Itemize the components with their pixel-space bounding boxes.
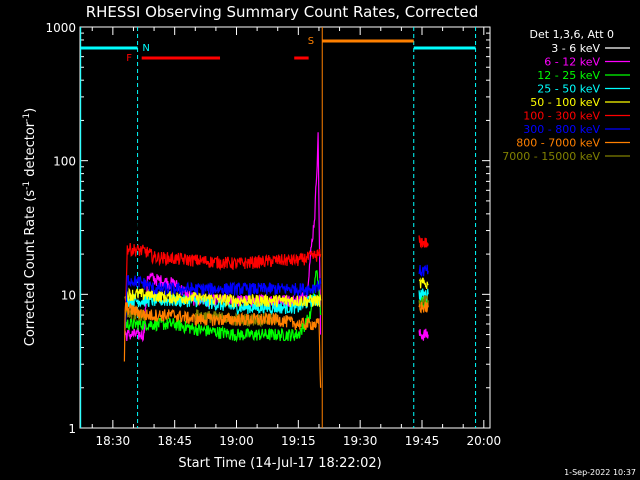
y-axis-title-mid: detector xyxy=(23,121,38,181)
legend-label-4: 50 - 100 keV xyxy=(530,96,600,109)
chart-title: RHESSI Observing Summary Count Rates, Co… xyxy=(86,3,479,21)
x-tick-label-6: 20:00 xyxy=(467,434,502,448)
series-7-segment-1 xyxy=(418,301,429,314)
footer-date: 1-Sep-2022 10:37 xyxy=(564,468,636,477)
series-5-segment-1 xyxy=(418,235,429,249)
series-0-segment-1 xyxy=(418,217,429,235)
series-7-segment-0 xyxy=(123,302,322,388)
annotation-label-1: F xyxy=(126,53,132,64)
legend-label-0: 3 - 6 keV xyxy=(551,42,600,55)
series-1-segment-1 xyxy=(418,328,429,341)
y-axis-title-end: ) xyxy=(23,108,38,113)
y-axis-title-sup2: -1 xyxy=(22,113,32,122)
x-tick-label-0: 18:30 xyxy=(96,434,131,448)
axes-group: 18:30 18:45 19:00 19:15 19:30 19:45 20:00 1 10 10… xyxy=(45,21,501,448)
y-axis-title-main: Corrected Count Rate (s xyxy=(23,190,38,347)
series-5-segment-0 xyxy=(124,242,322,312)
x-tick-label-1: 18:45 xyxy=(157,434,192,448)
series-5 xyxy=(124,235,429,312)
series-4 xyxy=(124,277,429,308)
series-8-segment-0 xyxy=(124,308,147,322)
annotation-label-0: N xyxy=(142,43,149,54)
x-tick-label-3: 19:15 xyxy=(281,434,316,448)
y-axis-title-sup1: -1 xyxy=(22,181,32,190)
annotations-group: NF S xyxy=(80,27,477,428)
legend-label-1: 6 - 12 keV xyxy=(544,56,600,69)
series-6-segment-1 xyxy=(418,264,429,277)
x-tick-label-4: 19:30 xyxy=(343,434,378,448)
series-2-segment-0 xyxy=(124,270,322,343)
x-tick-label-5: 19:45 xyxy=(405,434,440,448)
series-7 xyxy=(123,301,429,388)
legend-header: Det 1,3,6, Att 0 xyxy=(530,28,614,41)
series-0-segment-0 xyxy=(124,161,322,335)
x-axis-title: Start Time (14-Jul-17 18:22:02) xyxy=(178,456,381,471)
y-tick-label-3: 1000 xyxy=(45,21,76,35)
x-tick-label-2: 19:00 xyxy=(219,434,254,448)
series-4-segment-0 xyxy=(124,287,322,308)
legend-label-5: 100 - 300 keV xyxy=(523,110,600,123)
annotation-label-2: S xyxy=(308,36,314,47)
series-6 xyxy=(124,264,429,329)
y-tick-label-2: 100 xyxy=(53,155,76,169)
legend-label-8: 7000 - 15000 keV xyxy=(502,150,600,163)
series-0 xyxy=(124,161,429,335)
series-8-segment-3 xyxy=(418,295,429,308)
y-axis-title: Corrected Count Rate (s-1 detector-1) xyxy=(22,108,38,346)
y-tick-label-1: 10 xyxy=(61,288,76,302)
series-6-segment-0 xyxy=(124,275,322,329)
plot-frame xyxy=(79,26,491,429)
legend-label-6: 300 - 800 keV xyxy=(523,123,600,136)
series-group xyxy=(123,132,429,388)
y-tick-label-0: 1 xyxy=(68,422,76,436)
legend-label-2: 12 - 25 keV xyxy=(537,69,600,82)
series-4-segment-1 xyxy=(418,277,429,290)
legend-label-7: 800 - 7000 keV xyxy=(516,137,600,150)
legend-label-3: 25 - 50 keV xyxy=(537,83,600,96)
